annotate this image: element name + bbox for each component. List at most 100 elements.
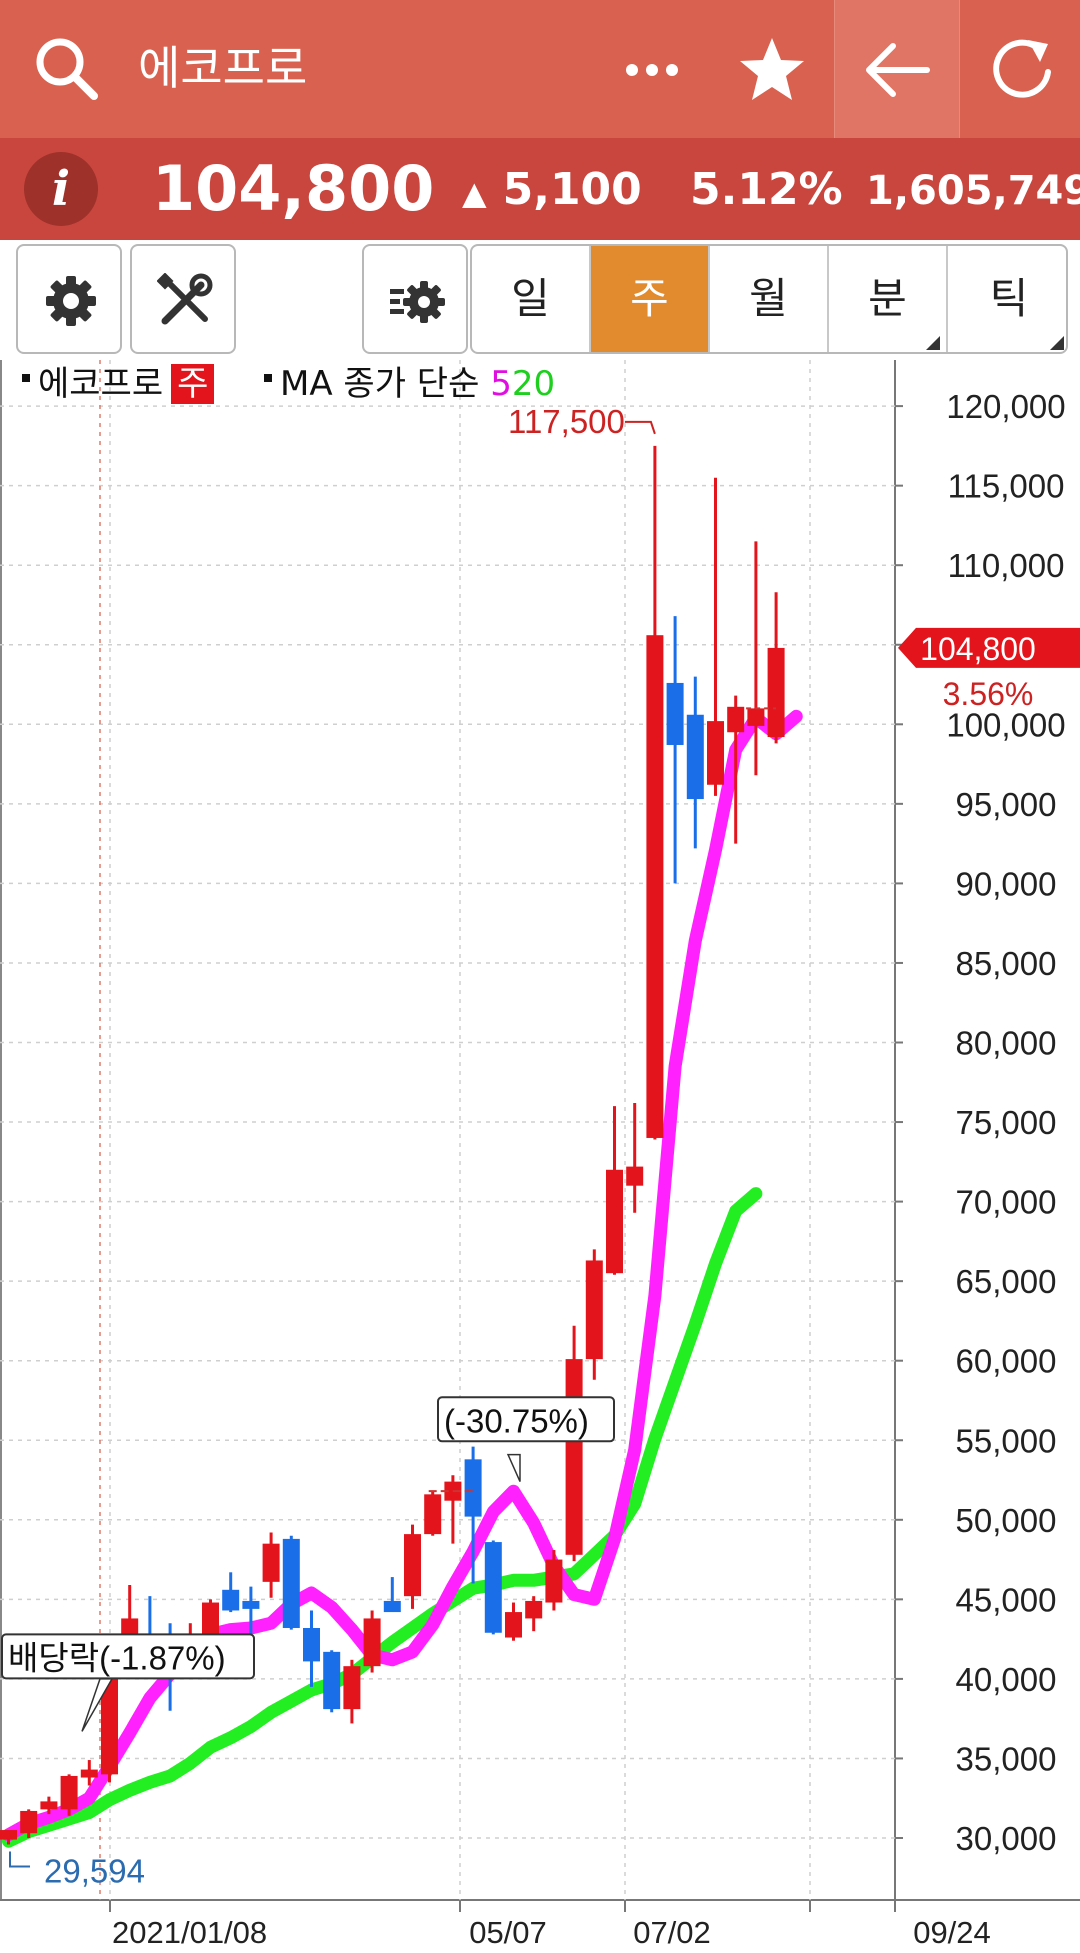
low-annotation-arrow [9, 1851, 30, 1868]
ma5-line [2, 709, 803, 1842]
candle-body [60, 1775, 78, 1810]
y-tick-label: 75,000 [956, 1104, 1057, 1141]
candle-body [606, 1169, 623, 1274]
high-annotation-arrow [624, 420, 656, 435]
y-tick-label: 35,000 [956, 1740, 1057, 1777]
legend-stock-name: 에코프로 [38, 364, 164, 404]
y-tick-label: 30,000 [956, 1820, 1057, 1857]
legend-ma-label: MA 종가 단순 [280, 364, 480, 404]
change-percent: 5.12% [690, 164, 843, 215]
current-change-label: 3.56% [943, 676, 1034, 712]
y-tick-label: 95,000 [956, 786, 1057, 823]
current-price: 104,800 [152, 152, 435, 225]
price-bar: i 104,800 ▲ 5,100 5.12% 1,605,749 [0, 138, 1080, 240]
y-tick-label: 40,000 [956, 1661, 1057, 1698]
candle-body [303, 1627, 320, 1662]
candle-body [282, 1538, 300, 1628]
back-button[interactable] [835, 0, 959, 138]
x-tick-label: 09/24 [913, 1915, 991, 1950]
drawdown-callout-text: (-30.75%) [444, 1402, 589, 1439]
tools-button[interactable] [130, 244, 236, 354]
candle-body [101, 1678, 118, 1775]
candle-body [20, 1810, 38, 1834]
candle-body [464, 1459, 482, 1517]
y-tick-label: 85,000 [956, 945, 1057, 982]
candle-body [0, 1830, 17, 1840]
price-chart[interactable]: 120,000115,000110,000105,000100,00095,00… [0, 360, 1080, 1953]
dividend-callout-text: 배당락(-1.87%) [8, 1639, 226, 1676]
candle-body [666, 682, 684, 745]
tab-weekly[interactable]: 주 [591, 246, 710, 352]
candle-body [747, 708, 765, 726]
low-annotation: 29,594 [44, 1852, 145, 1889]
search-icon[interactable] [32, 34, 102, 104]
legend-square-icon [264, 373, 273, 382]
candle-body [585, 1260, 603, 1360]
refresh-icon[interactable] [982, 30, 1062, 110]
drawdown-callout-pointer [506, 1453, 521, 1482]
chart-toolbar: 일 주 월 분 틱 [0, 240, 1080, 360]
candle-body [202, 1602, 219, 1635]
candle-body [262, 1543, 280, 1582]
settings-button[interactable] [16, 244, 122, 354]
gear-icon [46, 276, 96, 326]
tab-minute[interactable]: 분 [829, 246, 948, 352]
tab-monthly[interactable]: 월 [710, 246, 829, 352]
y-tick-label: 50,000 [956, 1502, 1057, 1539]
indicator-gear-icon [390, 281, 445, 323]
back-arrow-icon [866, 43, 930, 97]
y-tick-label: 80,000 [956, 1025, 1057, 1062]
candle-body [242, 1600, 260, 1609]
volume: 1,605,749 [866, 168, 1080, 214]
candle-body [424, 1494, 442, 1535]
x-tick-label: 05/07 [469, 1915, 547, 1950]
y-tick-label: 115,000 [948, 468, 1065, 505]
y-tick-label: 65,000 [956, 1263, 1057, 1300]
legend-ma20: 20 [511, 364, 556, 404]
candle-body [323, 1651, 341, 1710]
candle-body [707, 721, 724, 785]
info-button[interactable]: i [24, 152, 98, 226]
period-tabs: 일 주 월 분 틱 [470, 244, 1068, 354]
dropdown-corner-icon [1050, 336, 1064, 350]
candle-body [626, 1166, 644, 1186]
legend-ma5: 5 [490, 364, 512, 404]
candle-body [80, 1769, 98, 1778]
price-change: ▲ 5,100 [462, 160, 642, 223]
y-tick-label: 120,000 [946, 388, 1065, 425]
x-tick-label: 2021/01/08 [112, 1915, 267, 1950]
legend-stock-badge: 주 [171, 364, 215, 404]
y-tick-label: 90,000 [956, 865, 1057, 902]
current-price-tag-label: 104,800 [920, 631, 1036, 667]
y-tick-label: 55,000 [956, 1422, 1057, 1459]
tab-tick-label: 틱 [989, 274, 1029, 323]
star-icon[interactable] [732, 30, 812, 110]
more-icon[interactable] [612, 30, 692, 110]
stock-title[interactable]: 에코프로 [138, 41, 308, 95]
candle-body [727, 706, 745, 733]
dropdown-corner-icon [926, 336, 940, 350]
tab-daily[interactable]: 일 [472, 246, 591, 352]
indicator-settings-button[interactable] [362, 244, 468, 354]
candle-body [363, 1618, 381, 1667]
y-tick-label: 100,000 [946, 706, 1065, 743]
app-header: 에코프로 [0, 0, 1080, 138]
x-tick-label: 07/02 [633, 1915, 711, 1950]
tab-tick[interactable]: 틱 [948, 246, 1066, 352]
candle-body [484, 1542, 502, 1633]
candle-body [545, 1559, 563, 1603]
tab-minute-label: 분 [868, 274, 907, 323]
y-tick-label: 60,000 [956, 1343, 1057, 1380]
divider [959, 0, 960, 138]
candle-body [343, 1666, 361, 1710]
up-triangle-icon: ▲ [462, 174, 487, 212]
candle-body [646, 635, 664, 1138]
candle-body [767, 647, 785, 738]
candle-body [505, 1612, 522, 1638]
candle-body [222, 1589, 240, 1611]
candle-body [525, 1600, 543, 1619]
legend-square-icon [22, 373, 30, 382]
candle-body [686, 714, 704, 800]
chart-legend: 에코프로 주 MA 종가 단순 520 [22, 362, 555, 406]
dividend-callout-box [1, 1633, 255, 1680]
